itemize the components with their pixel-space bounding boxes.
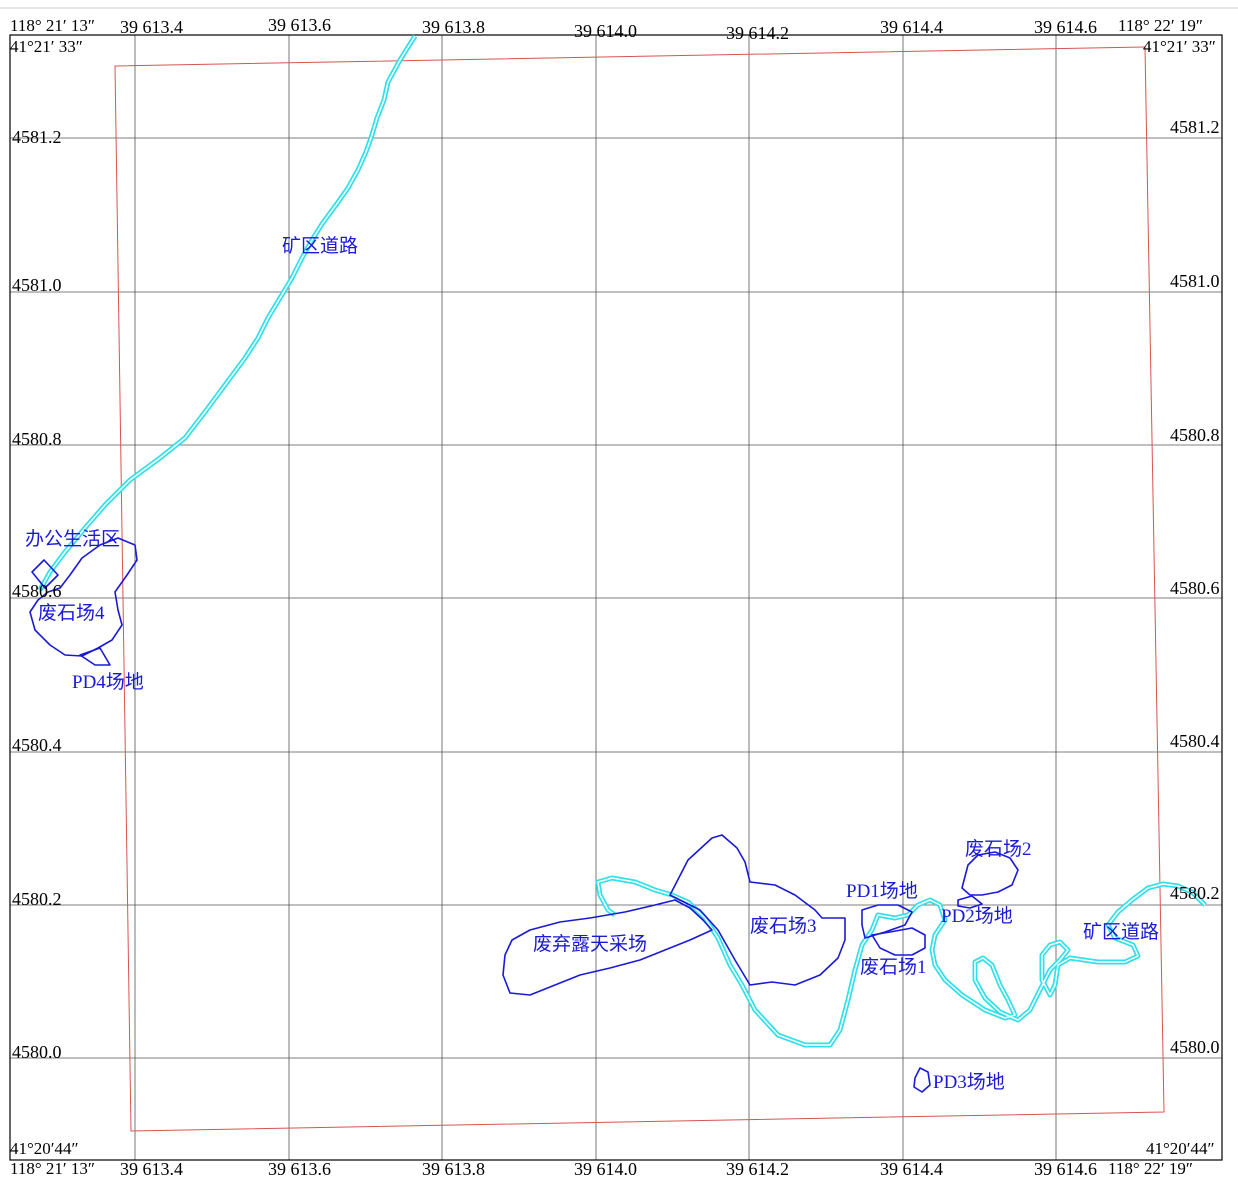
easting-top-label: 39 613.4 (120, 17, 183, 37)
road-label-north: 矿区道路 (282, 236, 359, 257)
pd4-site-boundary (79, 647, 111, 666)
corner-top-right-lon: 118° 22′ 19″ (1118, 16, 1203, 35)
easting-bottom-label: 39 613.8 (422, 1159, 485, 1179)
pd1-site-boundary (861, 904, 913, 939)
abandoned-pit-boundary (502, 899, 713, 996)
easting-bottom-label: 39 613.6 (268, 1159, 331, 1179)
pd4-site-label: PD4场地 (72, 672, 144, 693)
corner-bottom-right-lon: 118° 22′ 19″ (1108, 1159, 1193, 1178)
waste-dump-1-label: 废石场1 (860, 957, 927, 978)
map-frame (9, 34, 1223, 1161)
office-area-label: 办公生活区 (25, 529, 121, 550)
northing-left-label: 4581.0 (12, 275, 62, 295)
easting-top-label: 39 614.2 (726, 23, 789, 43)
office-area-boundary (31, 559, 59, 589)
northing-left-label: 4580.8 (12, 429, 62, 449)
easting-top-label: 39 613.8 (422, 17, 485, 37)
grid (10, 35, 1222, 1160)
northing-right-label: 4580.2 (1170, 883, 1220, 903)
waste-dump-2-boundary (961, 851, 1019, 896)
northing-right-label: 4580.8 (1170, 425, 1220, 445)
northing-left-label: 4581.2 (12, 127, 62, 147)
corner-top-left-lon: 118° 21′ 13″ (10, 16, 95, 35)
abandoned-pit-label: 废弃露天采场 (533, 934, 648, 955)
easting-top-label: 39 613.6 (268, 15, 331, 35)
northing-right-label: 4580.0 (1170, 1037, 1220, 1057)
waste-dump-3-boundary (669, 834, 846, 986)
waste-dump-1-boundary (871, 927, 926, 956)
corner-top-right-lat: 41°21′ 33″ (1143, 37, 1216, 56)
corner-top-left-lat: 41°21′ 33″ (10, 37, 83, 56)
easting-bottom-label: 39 614.2 (726, 1159, 789, 1179)
site-boundaries (29, 537, 1019, 1093)
waste-dump-4-boundary (29, 537, 138, 657)
corner-bottom-left-lat: 41°20′44″ (10, 1139, 79, 1158)
waste-dump-2-label: 废石场2 (965, 839, 1032, 860)
easting-top-label: 39 614.4 (880, 17, 943, 37)
easting-bottom-label: 39 614.4 (880, 1159, 943, 1179)
easting-top-label: 39 614.6 (1034, 17, 1097, 37)
northing-left-label: 4580.0 (12, 1042, 62, 1062)
easting-bottom-label: 39 613.4 (120, 1159, 183, 1179)
pd3-site-boundary (913, 1067, 931, 1093)
easting-bottom-label: 39 614.0 (574, 1159, 637, 1179)
northing-left-label: 4580.6 (12, 581, 62, 601)
northing-right-label: 4580.4 (1170, 731, 1220, 751)
waste-dump-4-label: 废石场4 (38, 603, 105, 624)
pd2-site-boundary (957, 895, 983, 909)
pd3-site-label: PD3场地 (933, 1072, 1005, 1093)
northing-right-label: 4580.6 (1170, 578, 1220, 598)
northing-right-label: 4581.0 (1170, 271, 1220, 291)
northing-right-label: 4581.2 (1170, 117, 1220, 137)
pd2-site-label: PD2场地 (941, 906, 1013, 927)
corner-bottom-right-lat: 41°20′44″ (1146, 1139, 1215, 1158)
corner-bottom-left-lon: 118° 21′ 13″ (10, 1159, 95, 1178)
mine-road-north (37, 34, 418, 592)
northing-left-label: 4580.4 (12, 735, 62, 755)
northing-left-label: 4580.2 (12, 889, 62, 909)
mining-boundary (114, 46, 1165, 1132)
waste-dump-3-label: 废石场3 (750, 916, 817, 937)
easting-bottom-label: 39 614.6 (1034, 1159, 1097, 1179)
road-label-east: 矿区道路 (1083, 922, 1160, 943)
pd1-site-label: PD1场地 (846, 881, 918, 902)
easting-top-label: 39 614.0 (574, 21, 637, 41)
mine-road-east (595, 875, 1207, 1048)
